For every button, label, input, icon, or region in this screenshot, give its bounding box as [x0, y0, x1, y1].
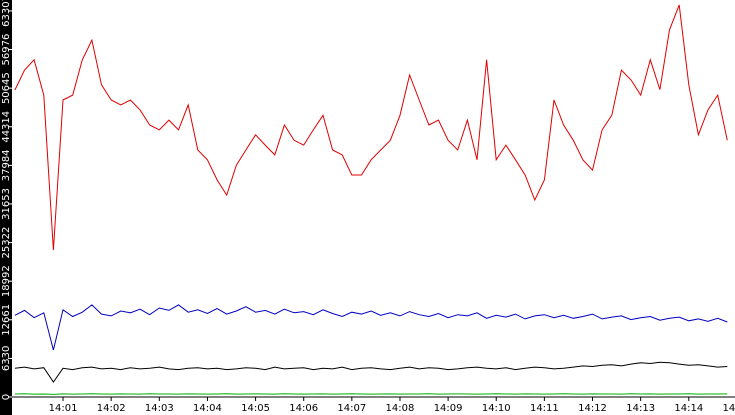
series-line	[14, 304, 728, 351]
y-tick-label: 12661	[1, 304, 12, 336]
y-tick-label: 25322	[1, 227, 12, 259]
y-tick-label: 50645	[1, 72, 12, 104]
x-tick-label: 14:10	[482, 403, 511, 414]
x-tick-label: 14:11	[530, 403, 559, 414]
x-tick-label: 14:12	[578, 403, 607, 414]
y-axis-band	[0, 0, 12, 415]
series-line	[14, 361, 728, 383]
y-tick-label: 6330	[1, 346, 12, 371]
x-tick-label: 14:06	[289, 403, 318, 414]
y-tick-label: 18992	[1, 265, 12, 297]
x-tick-label: 14:05	[241, 403, 270, 414]
x-tick-label: 14:02	[97, 403, 126, 414]
x-tick-label: 14:14	[674, 403, 703, 414]
y-tick-label: 63307	[1, 0, 12, 27]
x-tick-label: 14:08	[386, 403, 415, 414]
series-line	[14, 393, 728, 395]
y-tick-label: 44314	[1, 111, 12, 143]
x-tick-label: 14:15	[723, 403, 735, 414]
y-tick-label: 31653	[1, 188, 12, 220]
x-tick-label: 14:09	[434, 403, 463, 414]
y-tick-label: 0	[1, 394, 12, 400]
y-tick-label: 37984	[1, 149, 12, 181]
x-tick-label: 14:07	[337, 403, 366, 414]
y-tick-label: 56976	[1, 34, 12, 66]
series-line	[14, 4, 728, 251]
x-tick-label: 14:04	[193, 403, 222, 414]
x-tick-label: 14:13	[626, 403, 655, 414]
x-tick-label: 14:01	[49, 403, 78, 414]
x-tick-label: 14:03	[145, 403, 174, 414]
